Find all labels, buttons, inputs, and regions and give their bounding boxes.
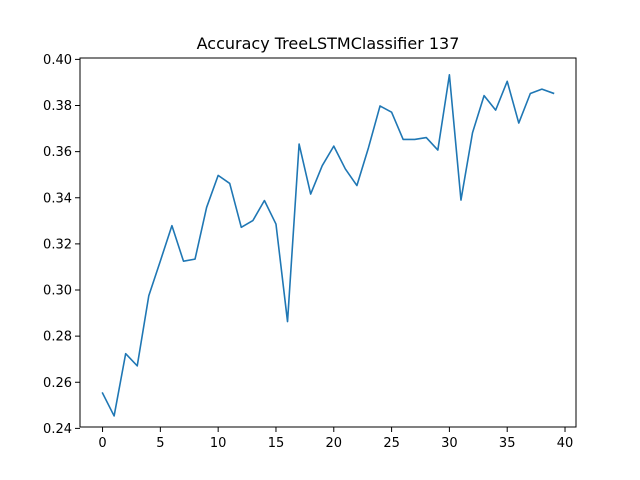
x-tick-label: 0 <box>98 436 106 451</box>
y-tick-label: 0.38 <box>43 99 72 114</box>
y-tick-label: 0.28 <box>43 330 72 345</box>
x-tick-label: 25 <box>383 436 400 451</box>
x-tick-label: 20 <box>326 436 343 451</box>
y-tick-label: 0.26 <box>43 376 72 391</box>
y-tick-label: 0.32 <box>43 237 72 252</box>
x-tick-label: 30 <box>441 436 458 451</box>
y-tick-label: 0.34 <box>43 191 72 206</box>
x-tick-label: 10 <box>210 436 227 451</box>
chart-title: Accuracy TreeLSTMClassifier 137 <box>197 34 460 53</box>
x-tick-label: 15 <box>268 436 285 451</box>
y-axis: 0.24 0.26 0.28 0.30 0.32 0.34 0.36 0.38 0.40 <box>43 53 80 437</box>
y-tick-label: 0.24 <box>43 422 72 437</box>
x-axis: 0 5 10 15 20 25 30 35 40 <box>98 427 573 451</box>
axes-frame <box>79 57 577 428</box>
y-tick-label: 0.30 <box>43 284 72 299</box>
series-line <box>101 74 555 417</box>
x-tick-label: 40 <box>557 436 574 451</box>
y-tick-label: 0.40 <box>43 53 72 68</box>
plot-area <box>101 74 555 417</box>
x-tick-label: 35 <box>499 436 516 451</box>
y-tick-label: 0.36 <box>43 145 72 160</box>
x-tick-label: 5 <box>156 436 164 451</box>
